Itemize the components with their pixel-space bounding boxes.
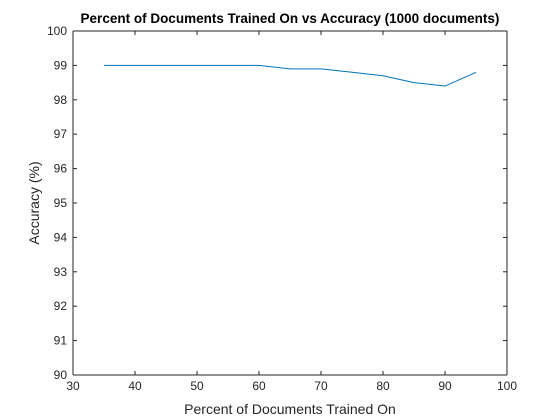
y-axis-label: Accuracy (%) xyxy=(26,161,42,244)
y-tick-label: 91 xyxy=(54,334,68,348)
x-tick-label: 50 xyxy=(190,379,204,393)
y-tick-label: 93 xyxy=(54,265,68,279)
y-tick-label: 100 xyxy=(47,24,67,38)
x-tick-label: 70 xyxy=(314,379,328,393)
y-tick-label: 90 xyxy=(54,368,68,382)
x-tick-label: 30 xyxy=(66,379,80,393)
y-tick-label: 94 xyxy=(54,230,68,244)
series-layer xyxy=(104,64,477,87)
chart-title: Percent of Documents Trained On vs Accur… xyxy=(81,11,500,26)
x-tick-label: 100 xyxy=(497,379,517,393)
y-tick-layer: 90 91 92 93 94 95 96 97 98 99 100 xyxy=(47,24,507,382)
y-tick-label: 98 xyxy=(54,93,68,107)
y-tick-label: 97 xyxy=(54,127,68,141)
y-tick-label: 95 xyxy=(54,196,68,210)
x-axis-label: Percent of Documents Trained On xyxy=(184,401,396,417)
x-tick-label: 40 xyxy=(128,379,142,393)
y-tick-label: 96 xyxy=(54,162,68,176)
plot-area xyxy=(73,31,507,375)
series-line-0 xyxy=(104,64,477,87)
y-tick-label: 92 xyxy=(54,299,68,313)
x-tick-label: 60 xyxy=(252,379,266,393)
y-tick-label: 99 xyxy=(54,58,68,72)
x-tick-layer: 30 40 50 60 70 80 90 100 xyxy=(66,31,517,393)
x-tick-label: 80 xyxy=(376,379,390,393)
x-tick-label: 90 xyxy=(438,379,452,393)
